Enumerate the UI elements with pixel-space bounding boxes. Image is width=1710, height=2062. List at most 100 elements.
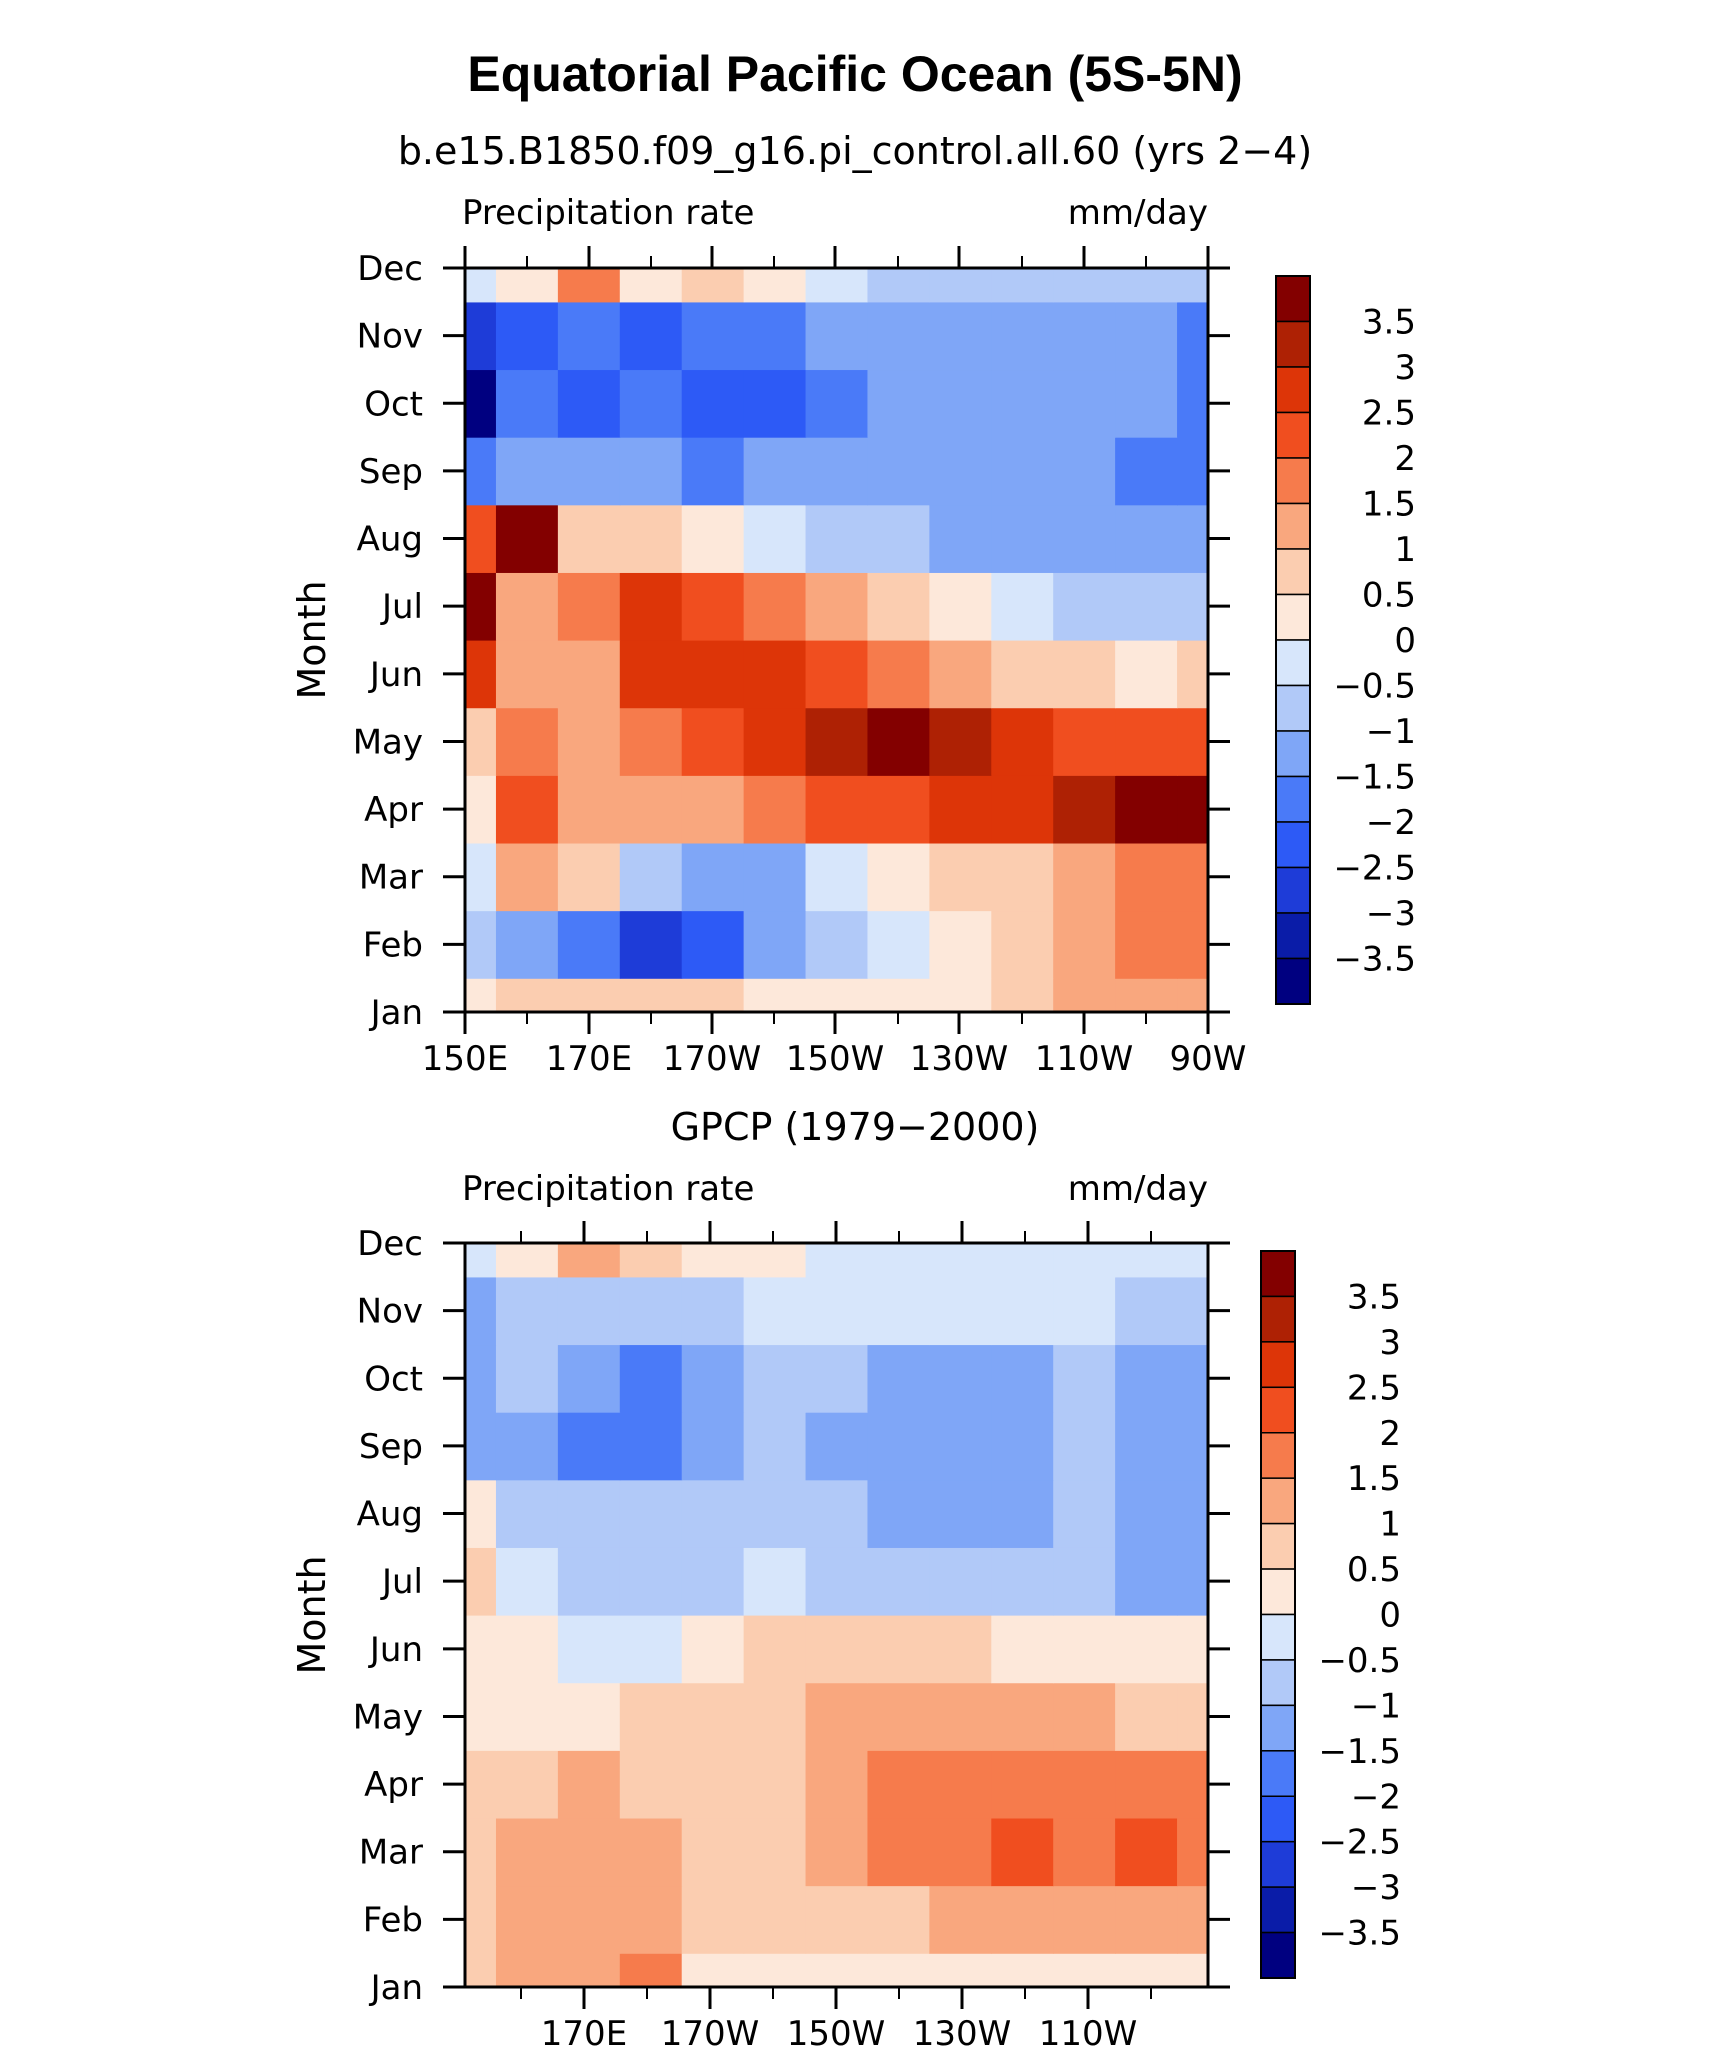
heatmap-cell: Dec 230: -0.3 (929, 1243, 992, 1278)
heatmap-cell: Nov 150: -1.2 (465, 1276, 497, 1346)
colorbar-label: 1.5 (1362, 485, 1416, 525)
heatmap-cell: Dec 210: -0.1 (805, 1243, 869, 1278)
heatmap-cell: May 250: 2.3 (1053, 707, 1116, 776)
heatmap-cell: Oct 180: -1.6 (619, 1344, 683, 1413)
heatmap-cell: May 220: 1.2 (867, 1682, 930, 1751)
heatmap-cell: Oct 240: -1.2 (991, 1344, 1054, 1413)
heatmap-cell: Jan 220: 0.2 (867, 978, 930, 1013)
y-axis-title: Month (290, 580, 334, 699)
y-tick-label: Sep (359, 452, 423, 492)
heatmap-cell: Oct 270: -1.3 (1177, 1344, 1209, 1413)
colorbar-label: 0.5 (1347, 1550, 1401, 1590)
heatmap-cell: Mar 190: 0.5 (681, 1817, 745, 1887)
heatmap-cell: Mar 210: 1.3 (805, 1817, 869, 1887)
y-tick-label: Nov (357, 317, 423, 357)
heatmap-cell: May 230: 1.2 (929, 1682, 992, 1751)
heatmap-cell: Aug 170: 0.9 (557, 504, 621, 573)
colorbar-label: −1 (1366, 712, 1416, 752)
colorbar-box (1260, 1432, 1296, 1479)
heatmap-cell: Jun 230: 0.5 (929, 1615, 992, 1684)
heatmap-cell: Jun 270: 0.2 (1177, 1615, 1209, 1684)
heatmap-cell: Dec 210: -0.2 (805, 268, 869, 303)
heatmap-cell: Dec 200: 0.3 (743, 268, 807, 303)
colorbar-box (1260, 1386, 1296, 1434)
heatmap-cell: Apr 240: 2.9 (991, 775, 1054, 844)
y-tick-label: Dec (357, 1224, 423, 1264)
heatmap-cell: Nov 260: -1.4 (1115, 301, 1178, 371)
y-tick-label: Jan (369, 993, 423, 1033)
heatmap-cell: Oct 230: -1.2 (929, 369, 992, 438)
heatmap-cell: Aug 260: -1.1 (1115, 1479, 1178, 1548)
heatmap-cell: Feb 160: 1.2 (495, 1885, 559, 1954)
heatmap-cell: Aug 180: 0.5 (619, 504, 683, 573)
colorbar-box (1275, 411, 1311, 459)
colorbar-label: −0.5 (1333, 667, 1416, 707)
heatmap-cell: Jan 180: 1.6 (619, 1953, 683, 1988)
heatmap-cell: Jun 210: 0.6 (805, 1615, 869, 1684)
colorbar: 3.5 3 2.5 2 1.5 1 0.5 0 −0.5 −1 −1.5 −2 −2.5 −3 −3.5 (1275, 275, 1416, 1005)
heatmap-cell: Dec 200: 0.1 (743, 1243, 807, 1278)
heatmap-cell: Mar 190: -1.2 (681, 842, 745, 912)
heatmap-cell: Feb 240: 1.1 (991, 1885, 1054, 1954)
heatmap-cell: Sep 220: -1.4 (867, 1412, 930, 1481)
heatmap-cell: Sep 230: -1.4 (929, 1412, 992, 1481)
y-tick-label: Jun (368, 655, 423, 695)
heatmap-cell: Mar 150: 0.8 (465, 1817, 497, 1887)
heatmap-cell: Apr 180: 0.9 (619, 1750, 683, 1819)
x-tick-label: 150E (422, 1039, 508, 1079)
heatmap-cell: Nov 180: -2.1 (619, 301, 683, 371)
colorbar-box (1275, 320, 1311, 368)
heatmap-cell: Nov 190: -0.6 (681, 1276, 745, 1346)
heatmap-cell: Aug 150: 0.3 (465, 1479, 497, 1548)
heatmap-cell: Sep 160: -1.2 (495, 437, 559, 506)
heatmap-cell: May 270: 2 (1177, 707, 1209, 776)
y-tick-label: Jan (369, 1968, 423, 2008)
y-tick-label: Jul (380, 1562, 423, 1602)
heatmap-cell: Sep 250: -1 (1053, 1412, 1116, 1481)
heatmap-cell: Nov 220: -1.2 (867, 301, 930, 371)
heatmap-cell: Nov 160: -0.8 (495, 1276, 559, 1346)
colorbar-label: −2 (1366, 803, 1416, 843)
heatmap-cell: Jul 250: -0.9 (1053, 1547, 1116, 1616)
heatmap-cell: Jul 220: 0.6 (867, 572, 930, 641)
heatmap-cell: Jun 250: 0.3 (1053, 1615, 1116, 1684)
heatmap-cell: May 220: 3.6 (867, 707, 930, 776)
heatmap-cell: Mar 240: 0.8 (991, 842, 1054, 912)
heatmap-cell: Jan 190: 0.3 (681, 1953, 745, 1988)
heatmap-cell: Feb 270: 1.3 (1177, 1885, 1209, 1954)
colorbar-box (1275, 275, 1311, 323)
heatmap-cell: Jan 270: 0.2 (1177, 1953, 1209, 1988)
x-tick-label: 170E (541, 2014, 627, 2054)
heatmap-cell: Aug 230: -1.1 (929, 504, 992, 573)
heatmap-cell: Dec 150: -0.3 (465, 1243, 497, 1278)
heatmap-cell: Dec 160: 0.4 (495, 1243, 559, 1278)
heatmap-cell: Feb 150: -0.8 (465, 910, 497, 979)
panel-title: b.e15.B1850.f09_g16.pi_control.all.60 (y… (398, 129, 1312, 173)
heatmap-cell: Mar 200: 0.9 (743, 1817, 807, 1887)
heatmap-cell: Oct 260: -1.5 (1115, 369, 1178, 438)
y-tick-label: Mar (359, 858, 423, 898)
heatmap-cell: Jul 250: -0.6 (1053, 572, 1116, 641)
heatmap-cell: Jun 240: 0.4 (991, 1615, 1054, 1684)
heatmap-cell: Jul 200: -0.4 (743, 1547, 807, 1616)
colorbar-label: 0.5 (1362, 576, 1416, 616)
heatmap-cell: Feb 260: 1.2 (1115, 1885, 1178, 1954)
colorbar: 3.5 3 2.5 2 1.5 1 0.5 0 −0.5 −1 −1.5 −2 −2.5 −3 −3.5 (1260, 1250, 1401, 1979)
heatmap-cell: Nov 230: -0.4 (929, 1276, 992, 1346)
heatmap-cell: Oct 270: -2 (1177, 369, 1209, 438)
colorbar-label: 3.5 (1362, 303, 1416, 343)
heatmap-cell: Jun 180: 2.8 (619, 640, 683, 709)
x-tick-label: 110W (1039, 2014, 1138, 2054)
heatmap-cell: Nov 150: -2.8 (465, 301, 497, 371)
heatmap-cell: Oct 190: -1.1 (681, 1344, 745, 1413)
heatmap-cell: Mar 210: -0.5 (805, 842, 869, 912)
heatmap-cell: Feb 180: 1.3 (619, 1885, 683, 1954)
heatmap-cell: May 270: 0.8 (1177, 1682, 1209, 1751)
colorbar-box (1275, 684, 1311, 732)
heatmap-cell: Dec 260: -0.8 (1115, 268, 1178, 303)
heatmap-cell: Jul 210: -0.6 (805, 1547, 869, 1616)
heatmap-cell: Sep 170: -1.7 (557, 1412, 621, 1481)
x-tick-label: 150W (787, 2014, 886, 2054)
heatmap-cell: Oct 220: -1.4 (867, 369, 930, 438)
